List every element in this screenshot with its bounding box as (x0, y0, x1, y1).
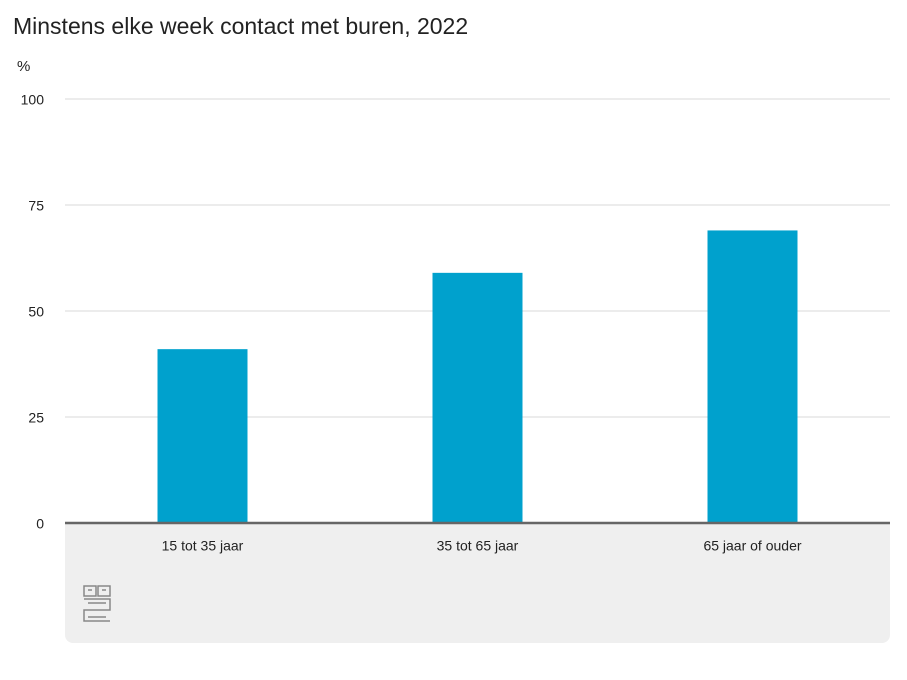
footer-panel-top (65, 523, 890, 533)
x-tick-label: 35 tot 65 jaar (437, 538, 519, 554)
bar (157, 349, 248, 523)
y-tick-label: 100 (21, 92, 45, 108)
y-tick-label: 25 (28, 410, 44, 426)
x-tick-label: 15 tot 35 jaar (162, 538, 244, 554)
y-tick-label: 50 (28, 304, 44, 320)
bar (432, 272, 523, 523)
logo (83, 585, 111, 622)
chart-title: Minstens elke week contact met buren, 20… (13, 13, 468, 39)
y-tick-label: 0 (36, 516, 44, 532)
footer-panel (65, 523, 890, 643)
y-tick-label: 75 (28, 198, 44, 214)
y-axis-label: % (17, 58, 30, 75)
bar (707, 230, 798, 523)
x-tick-label: 65 jaar of ouder (703, 538, 801, 554)
